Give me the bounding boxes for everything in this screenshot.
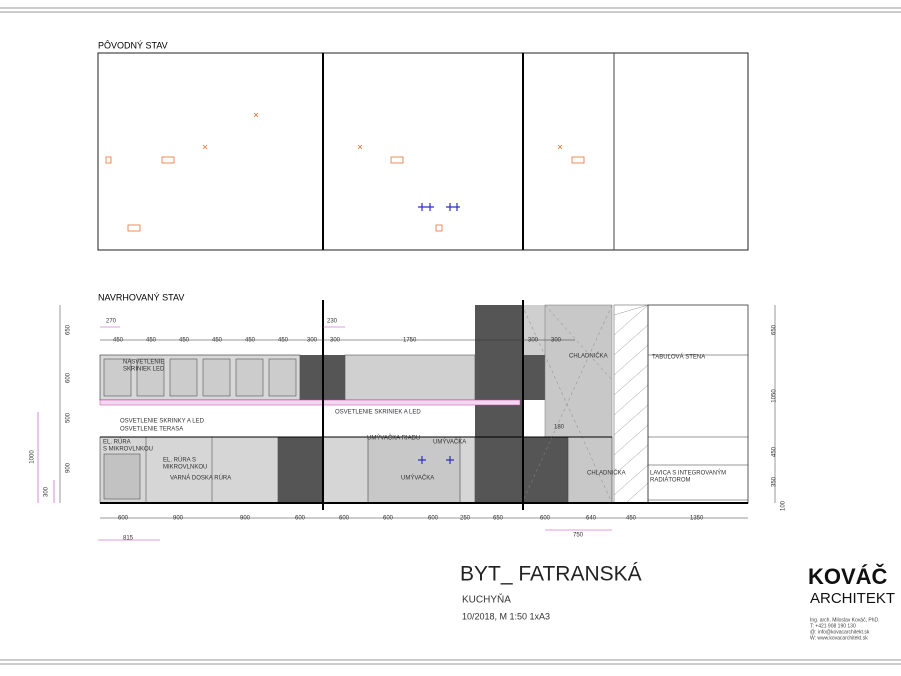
note: EL. RÚRA <box>103 439 131 446</box>
dimension-label: 450 <box>245 338 256 344</box>
dimension-label: 250 <box>460 516 471 522</box>
contact: Ing. arch. Miloslav Kováč, PhD. <box>810 617 879 623</box>
dimension-label: 450 <box>626 516 637 522</box>
dimension-label: 650 <box>66 324 72 335</box>
dimension-label: 450 <box>772 446 778 457</box>
dimension-label: 450 <box>212 338 223 344</box>
dimension-label: 450 <box>146 338 157 344</box>
dimension-label: 750 <box>573 533 584 539</box>
label: SKRINIEK LED <box>123 367 165 373</box>
label: UMÝVAČKA <box>433 439 466 446</box>
dimension-label: 450 <box>179 338 190 344</box>
dimension-label: 300 <box>44 486 50 497</box>
note: CHLADNIČKA <box>569 353 608 360</box>
dimension-label: 640 <box>586 516 597 522</box>
section-title: PÔVODNÝ STAV <box>98 40 168 50</box>
note: TABUĽOVÁ STENA <box>652 354 705 361</box>
dimension-label: 1350 <box>690 516 704 522</box>
label: OSVETLENIE SKRINKY A LED <box>120 419 205 425</box>
note: LAVICA S INTEGROVANÝM <box>650 470 726 477</box>
dimension-label: 650 <box>493 516 504 522</box>
label: CHLADNIČKA <box>587 470 626 477</box>
dimension-label: 600 <box>339 516 350 522</box>
section-title: NAVRHOVANÝ STAV <box>98 292 184 302</box>
dimension-label: 600 <box>540 516 551 522</box>
note: UMÝVAČKA RIADU <box>367 435 420 442</box>
dimension-label: 270 <box>106 319 117 325</box>
dimension-label: 600 <box>66 372 72 383</box>
annotations: 270 450 450 450 450 450 450 300 230 300 1750 300 300… <box>30 319 787 542</box>
dimension-label: 450 <box>278 338 289 344</box>
label: EL. RÚRA S <box>163 457 196 464</box>
label: MIKROVLNKOU <box>163 465 207 471</box>
logo: KOVÁČ <box>808 564 888 589</box>
dimension-label: 300 <box>551 338 562 344</box>
label: VARNÁ DOSKA RÚRA <box>170 475 231 482</box>
label: OSVETLENIE TERASA <box>120 427 183 433</box>
note: S MIKROVLNKOU <box>103 447 153 453</box>
dimension-label: 600 <box>428 516 439 522</box>
dimension-label: 100 <box>781 500 787 511</box>
dimension-label: 600 <box>295 516 306 522</box>
existing-elevation <box>97 52 749 251</box>
dimension-label: 1750 <box>403 338 417 344</box>
dimension-label: 450 <box>113 338 124 344</box>
dimension-label: 300 <box>528 338 539 344</box>
dimension-label: 900 <box>240 516 251 522</box>
dimension-label: 900 <box>66 462 72 473</box>
sheet-frame <box>0 7 901 665</box>
label: OSVETLENIE SKRINIEK A LED <box>335 410 421 416</box>
project-title: BYT_ FATRANSKÁ <box>460 563 642 586</box>
dimension-label: 815 <box>123 536 134 542</box>
dimension-label: 600 <box>118 516 129 522</box>
label: UMÝVAČKA <box>401 475 434 482</box>
logo: ARCHITEKT <box>810 590 895 607</box>
contact: W: www.kovacarchitekt.sk <box>810 635 868 641</box>
dimension-label: 300 <box>330 338 341 344</box>
dimension-label: 650 <box>772 324 778 335</box>
dimension-label: 300 <box>307 338 318 344</box>
drawing-info: 10/2018, M 1:50 1xA3 <box>462 611 550 621</box>
contact: @: info@kovacarchitekt.sk <box>810 629 870 635</box>
contact: T: +421 908 190 130 <box>810 623 856 629</box>
note: RADIÁTOROM <box>650 477 691 484</box>
title-block: BYT_ FATRANSKÁ KUCHYŇA 10/2018, M 1:50 1… <box>460 563 895 642</box>
dimension-label: 600 <box>383 516 394 522</box>
room-title: KUCHYŇA <box>462 593 511 606</box>
proposed-elevation <box>37 300 776 541</box>
dimension-label: 230 <box>327 319 338 325</box>
label: NASVETLENIE <box>123 360 164 366</box>
dimension-label: 900 <box>173 516 184 522</box>
dimension-label: 1000 <box>30 450 36 464</box>
dimension-label: 500 <box>66 412 72 423</box>
dimension-label: 1050 <box>772 389 778 403</box>
note: 180 <box>554 425 565 431</box>
dimension-label: 350 <box>772 476 778 487</box>
